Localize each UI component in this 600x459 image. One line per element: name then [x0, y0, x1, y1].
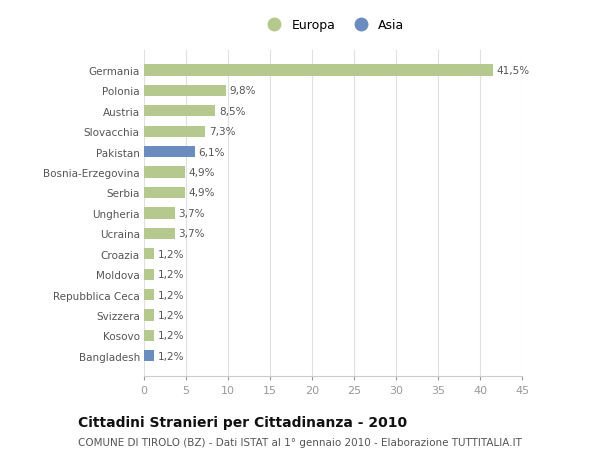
Text: 4,9%: 4,9%	[188, 188, 215, 198]
Text: 1,2%: 1,2%	[157, 290, 184, 300]
Text: COMUNE DI TIROLO (BZ) - Dati ISTAT al 1° gennaio 2010 - Elaborazione TUTTITALIA.: COMUNE DI TIROLO (BZ) - Dati ISTAT al 1°…	[78, 437, 522, 447]
Text: 41,5%: 41,5%	[496, 66, 529, 76]
Text: 4,9%: 4,9%	[188, 168, 215, 178]
Text: 1,2%: 1,2%	[157, 269, 184, 280]
Bar	[144, 147, 195, 158]
Text: 1,2%: 1,2%	[157, 351, 184, 361]
Text: 7,3%: 7,3%	[209, 127, 235, 137]
Text: 6,1%: 6,1%	[199, 147, 225, 157]
Bar	[144, 86, 226, 97]
Bar	[144, 310, 154, 321]
Text: 1,2%: 1,2%	[157, 249, 184, 259]
Bar	[144, 208, 175, 219]
Bar	[144, 65, 493, 77]
Legend: Europa, Asia: Europa, Asia	[257, 14, 409, 37]
Text: Cittadini Stranieri per Cittadinanza - 2010: Cittadini Stranieri per Cittadinanza - 2…	[78, 415, 407, 429]
Bar	[144, 269, 154, 280]
Text: 1,2%: 1,2%	[157, 310, 184, 320]
Bar	[144, 350, 154, 362]
Text: 1,2%: 1,2%	[157, 330, 184, 341]
Bar	[144, 187, 185, 199]
Bar	[144, 167, 185, 178]
Text: 3,7%: 3,7%	[178, 229, 205, 239]
Bar	[144, 228, 175, 240]
Bar	[144, 249, 154, 260]
Bar	[144, 106, 215, 117]
Bar	[144, 289, 154, 301]
Text: 8,5%: 8,5%	[219, 106, 245, 117]
Bar	[144, 126, 205, 138]
Text: 3,7%: 3,7%	[178, 208, 205, 218]
Text: 9,8%: 9,8%	[230, 86, 256, 96]
Bar	[144, 330, 154, 341]
